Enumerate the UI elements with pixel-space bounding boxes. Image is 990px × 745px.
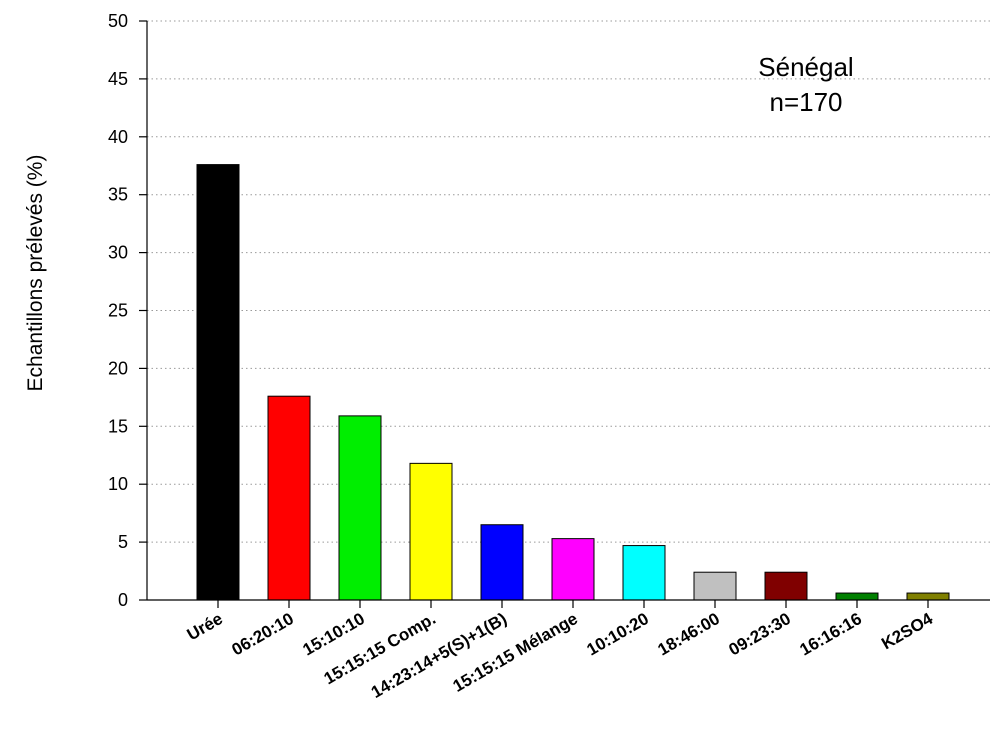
y-tick-label: 40 bbox=[108, 127, 128, 147]
bar bbox=[764, 571, 808, 601]
y-tick-label: 10 bbox=[108, 474, 128, 494]
x-tick-label: 18:46:00 bbox=[655, 609, 723, 659]
annotation-sample-size: n=170 bbox=[769, 87, 842, 117]
grid-lines bbox=[147, 20, 990, 543]
y-axis-title: Echantillons prélevés (%) bbox=[24, 155, 47, 392]
bar bbox=[338, 415, 382, 601]
y-tick-label: 5 bbox=[118, 532, 128, 552]
x-tick-label: K2SO4 bbox=[878, 609, 936, 654]
bar bbox=[551, 538, 595, 601]
x-tick-label: Urée bbox=[184, 609, 226, 644]
bar bbox=[835, 592, 879, 601]
y-tick-label: 20 bbox=[108, 358, 128, 378]
x-tick-label: 06:20:10 bbox=[229, 609, 297, 659]
x-tick-label: 15:15:15 Mélange bbox=[450, 609, 581, 696]
bar bbox=[267, 395, 311, 601]
bar bbox=[906, 592, 950, 601]
bar bbox=[196, 164, 240, 601]
y-tick-label: 25 bbox=[108, 301, 128, 321]
bars-group bbox=[196, 164, 950, 601]
annotation-country: Sénégal bbox=[758, 52, 853, 82]
y-tick-label: 50 bbox=[108, 11, 128, 31]
y-axis-ticks: 0 5 10 15 20 25 30 35 40 45 50 bbox=[108, 11, 147, 610]
bar bbox=[480, 524, 524, 601]
bar bbox=[693, 571, 737, 601]
x-tick-label: 14:23:14+5(S)+1(B) bbox=[368, 609, 510, 702]
x-tick-label: 10:10:20 bbox=[584, 609, 652, 659]
y-tick-label: 35 bbox=[108, 185, 128, 205]
bar bbox=[409, 462, 453, 601]
y-tick-label: 30 bbox=[108, 243, 128, 263]
y-tick-label: 0 bbox=[118, 590, 128, 610]
bar bbox=[622, 545, 666, 601]
y-tick-label: 15 bbox=[108, 416, 128, 436]
x-tick-label: 16:16:16 bbox=[797, 609, 865, 659]
y-tick-label: 45 bbox=[108, 69, 128, 89]
x-tick-label: 09:23:30 bbox=[726, 609, 794, 659]
